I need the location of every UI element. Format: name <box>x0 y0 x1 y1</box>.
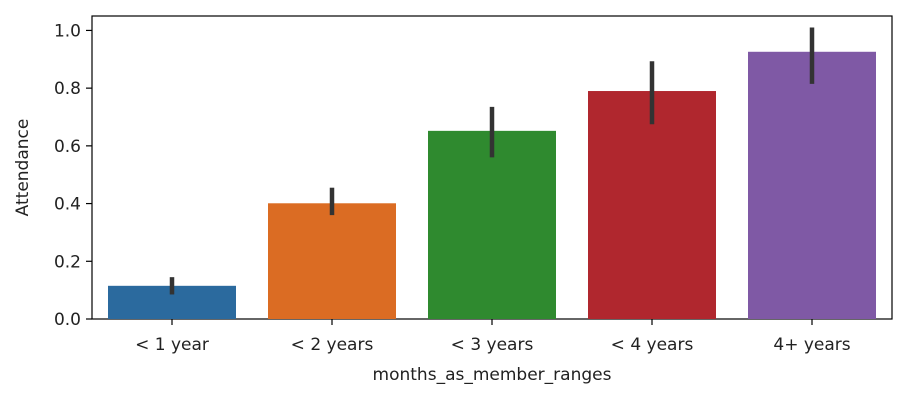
x-axis-ticks: < 1 year < 2 years < 3 years < 4 years 4+ ye… <box>135 319 851 355</box>
bar <box>268 203 396 319</box>
bars <box>108 51 876 320</box>
y-tick-label: 0.6 <box>54 137 81 157</box>
x-tick-label: < 3 years <box>451 335 534 355</box>
error-bars <box>169 27 815 295</box>
y-tick-label: 0.2 <box>54 252 81 272</box>
y-tick-label: 0.8 <box>54 79 81 99</box>
y-tick-label: 1.0 <box>54 21 81 41</box>
y-axis-label: Attendance <box>13 119 33 217</box>
x-tick-label: 4+ years <box>773 335 850 355</box>
y-tick-label: 0.0 <box>54 310 81 330</box>
x-tick-label: < 2 years <box>291 335 374 355</box>
y-tick-label: 0.4 <box>54 195 81 215</box>
y-axis-ticks: 0.0 0.2 0.4 0.6 0.8 1.0 <box>54 21 92 330</box>
bar <box>748 51 876 319</box>
bar <box>588 91 716 320</box>
bar <box>428 130 556 319</box>
x-tick-label: < 1 year <box>135 335 209 355</box>
x-tick-label: < 4 years <box>611 335 694 355</box>
x-axis-label: months_as_member_ranges <box>373 365 612 385</box>
